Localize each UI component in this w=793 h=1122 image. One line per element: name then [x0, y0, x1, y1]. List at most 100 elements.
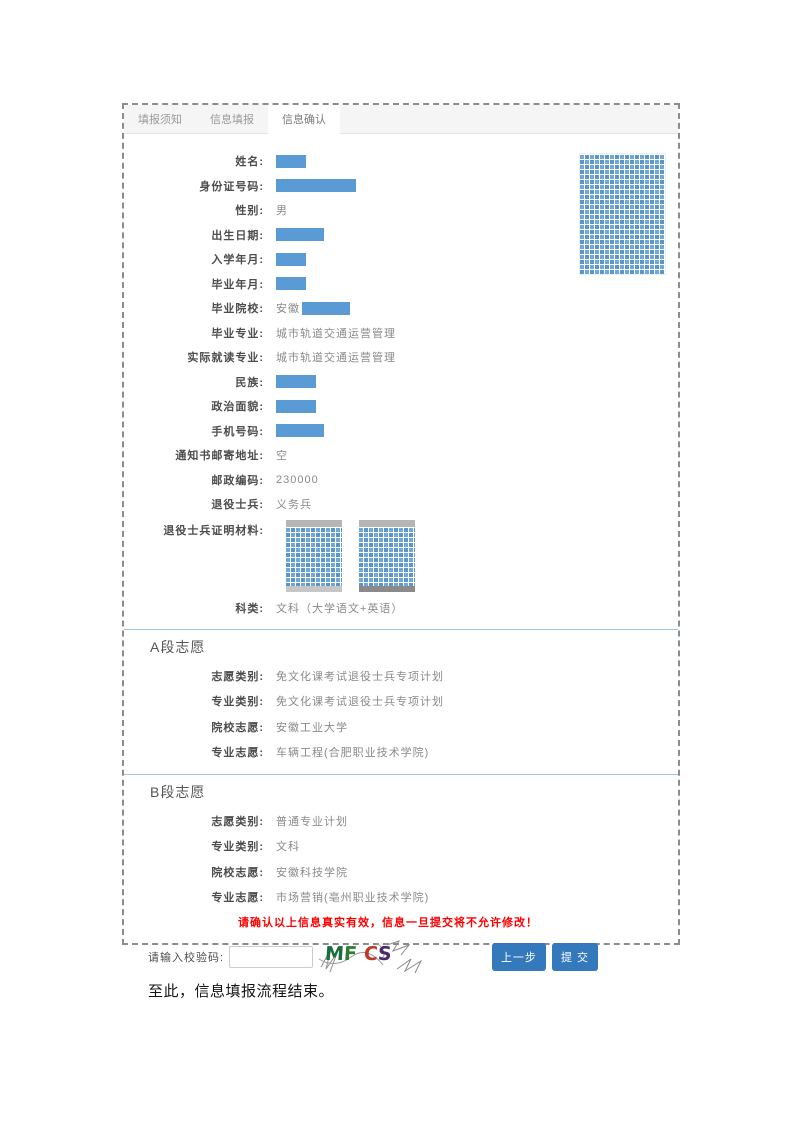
previous-step-button[interactable]: 上一步	[491, 943, 546, 971]
field-label: 性别:	[235, 205, 264, 218]
field-label: 毕业专业:	[211, 327, 264, 340]
field-row-grad-major: 毕业专业: 城市轨道交通运营管理	[124, 321, 678, 346]
proof-image-top-bar	[359, 519, 415, 527]
captcha-label: 请输入校验码:	[148, 952, 225, 964]
field-label: 民族:	[235, 376, 264, 389]
field-row-b-major-volunteer: 专业志愿: 市场营销(亳州职业技术学院)	[124, 885, 678, 911]
tab-filling-notice[interactable]: 填报须知	[138, 114, 182, 126]
field-row-b-school-volunteer: 院校志愿: 安徽科技学院	[124, 859, 678, 885]
field-value: 230000	[276, 473, 319, 486]
field-label: 入学年月:	[211, 254, 264, 267]
footer-bar: 请输入校验码: MF CS 上一步 提 交	[124, 939, 678, 975]
field-label: 专业类别:	[211, 841, 264, 854]
field-row-a-volunteer-category: 志愿类别: 免文化课考试退役士兵专项计划	[124, 663, 678, 689]
field-row-ethnicity: 民族:	[124, 370, 678, 395]
field-row-birth-date: 出生日期:	[124, 223, 678, 248]
section-divider	[124, 774, 678, 775]
field-value: 车辆工程(合肥职业技术学院)	[276, 747, 430, 760]
proof-image-redacted-1	[286, 519, 342, 592]
field-label: 政治面貌:	[211, 401, 264, 414]
field-value: 义务兵	[276, 499, 312, 512]
redacted-value-block	[276, 424, 324, 438]
section-b-title: B段志愿	[150, 784, 206, 800]
captcha-input[interactable]	[229, 946, 314, 968]
proof-image-bottom-bar	[286, 585, 342, 592]
field-value: 免文化课考试退役士兵专项计划	[276, 670, 444, 683]
field-row-mail-address: 通知书邮寄地址: 空	[124, 443, 678, 468]
field-label: 毕业年月:	[211, 278, 264, 291]
redacted-value-block	[276, 252, 306, 266]
field-row-grad-school: 毕业院校: 安徽	[124, 296, 678, 321]
field-row-b-volunteer-category: 志愿类别: 普通专业计划	[124, 808, 678, 834]
process-end-caption: 至此，信息填报流程结束。	[148, 983, 335, 1000]
field-row-subject-category: 科类: 文科（大学语文+英语）	[124, 596, 678, 621]
field-label: 科类:	[235, 602, 264, 615]
field-value: 免文化课考试退役士兵专项计划	[276, 696, 444, 709]
redacted-value-block	[302, 301, 350, 315]
field-label: 毕业院校:	[211, 303, 264, 316]
redacted-value-block	[276, 179, 356, 193]
field-row-proof-materials: 退役士兵证明材料:	[124, 519, 678, 592]
field-value-prefix: 安徽	[276, 303, 300, 316]
field-value: 文科（大学语文+英语）	[276, 602, 404, 615]
field-label: 退役士兵:	[211, 499, 264, 512]
confirm-warning-text: 请确认以上信息真实有效，信息一旦提交将不允许修改！	[238, 917, 538, 929]
proof-image-bottom-bar	[359, 585, 415, 592]
field-value: 安徽	[276, 300, 350, 316]
proof-image-mosaic	[286, 526, 342, 586]
field-label: 身份证号码:	[199, 180, 264, 193]
section-divider	[124, 629, 678, 630]
tab-info-filling[interactable]: 信息填报	[210, 114, 254, 126]
field-label: 邮政编码:	[211, 474, 264, 487]
field-value: 城市轨道交通运营管理	[276, 352, 396, 365]
captcha-noise-lines	[318, 940, 423, 974]
field-label: 志愿类别:	[211, 670, 264, 683]
redacted-value-block	[276, 399, 316, 413]
field-label: 院校志愿:	[211, 721, 264, 734]
field-label: 出生日期:	[211, 229, 264, 242]
field-row-gender: 性别: 男	[124, 198, 678, 223]
field-row-actual-major: 实际就读专业: 城市轨道交通运营管理	[124, 345, 678, 370]
field-value: 安徽工业大学	[276, 721, 348, 734]
field-value: 安徽科技学院	[276, 866, 348, 879]
field-row-political-status: 政治面貌:	[124, 394, 678, 419]
redacted-value-block	[276, 154, 306, 168]
field-row-enroll-date: 入学年月:	[124, 247, 678, 272]
field-row-b-major-category: 专业类别: 文科	[124, 834, 678, 860]
field-value: 文科	[276, 841, 300, 854]
section-a-volunteer: A段志愿 志愿类别: 免文化课考试退役士兵专项计划 专业类别: 免文化课考试退役…	[124, 629, 678, 765]
field-row-a-school-volunteer: 院校志愿: 安徽工业大学	[124, 714, 678, 740]
field-label: 姓名:	[235, 156, 264, 169]
confirmation-panel: 填报须知 信息填报 信息确认 姓名: 身份证号码: 性别: 男 出生日期: 入学…	[122, 103, 680, 974]
redacted-value-block	[276, 277, 306, 291]
field-label: 退役士兵证明材料:	[163, 524, 264, 537]
field-value: 普通专业计划	[276, 815, 348, 828]
field-value: 城市轨道交通运营管理	[276, 327, 396, 340]
captcha-text: MF CS	[324, 943, 393, 965]
field-value: 市场营销(亳州职业技术学院)	[276, 892, 430, 905]
proof-image-redacted-2	[359, 519, 415, 592]
proof-images	[286, 519, 432, 592]
tab-info-confirm[interactable]: 信息确认	[268, 105, 340, 134]
field-row-veteran-type: 退役士兵: 义务兵	[124, 492, 678, 517]
field-label: 专业志愿:	[211, 892, 264, 905]
field-label: 志愿类别:	[211, 815, 264, 828]
redacted-value-block	[276, 375, 316, 389]
field-value: 男	[276, 205, 288, 218]
field-row-phone: 手机号码:	[124, 419, 678, 444]
field-label: 手机号码:	[211, 425, 264, 438]
photo-redacted-mosaic	[579, 153, 666, 275]
section-b-volunteer: B段志愿 志愿类别: 普通专业计划 专业类别: 文科 院校志愿: 安徽科技学院 …	[124, 774, 678, 910]
field-row-id-number: 身份证号码:	[124, 174, 678, 199]
field-label: 实际就读专业:	[187, 352, 264, 365]
tab-bar: 填报须知 信息填报 信息确认	[124, 105, 678, 134]
captcha-image[interactable]: MF CS	[317, 939, 429, 975]
form-content: 姓名: 身份证号码: 性别: 男 出生日期: 入学年月: 毕业年月: 毕业院校:…	[124, 134, 678, 975]
submit-button[interactable]: 提 交	[551, 943, 598, 971]
field-row-a-major-volunteer: 专业志愿: 车辆工程(合肥职业技术学院)	[124, 740, 678, 766]
field-row-postal-code: 邮政编码: 230000	[124, 468, 678, 493]
field-row-grad-date: 毕业年月:	[124, 272, 678, 297]
proof-image-top-bar	[286, 519, 342, 527]
field-row-name: 姓名:	[124, 149, 678, 174]
